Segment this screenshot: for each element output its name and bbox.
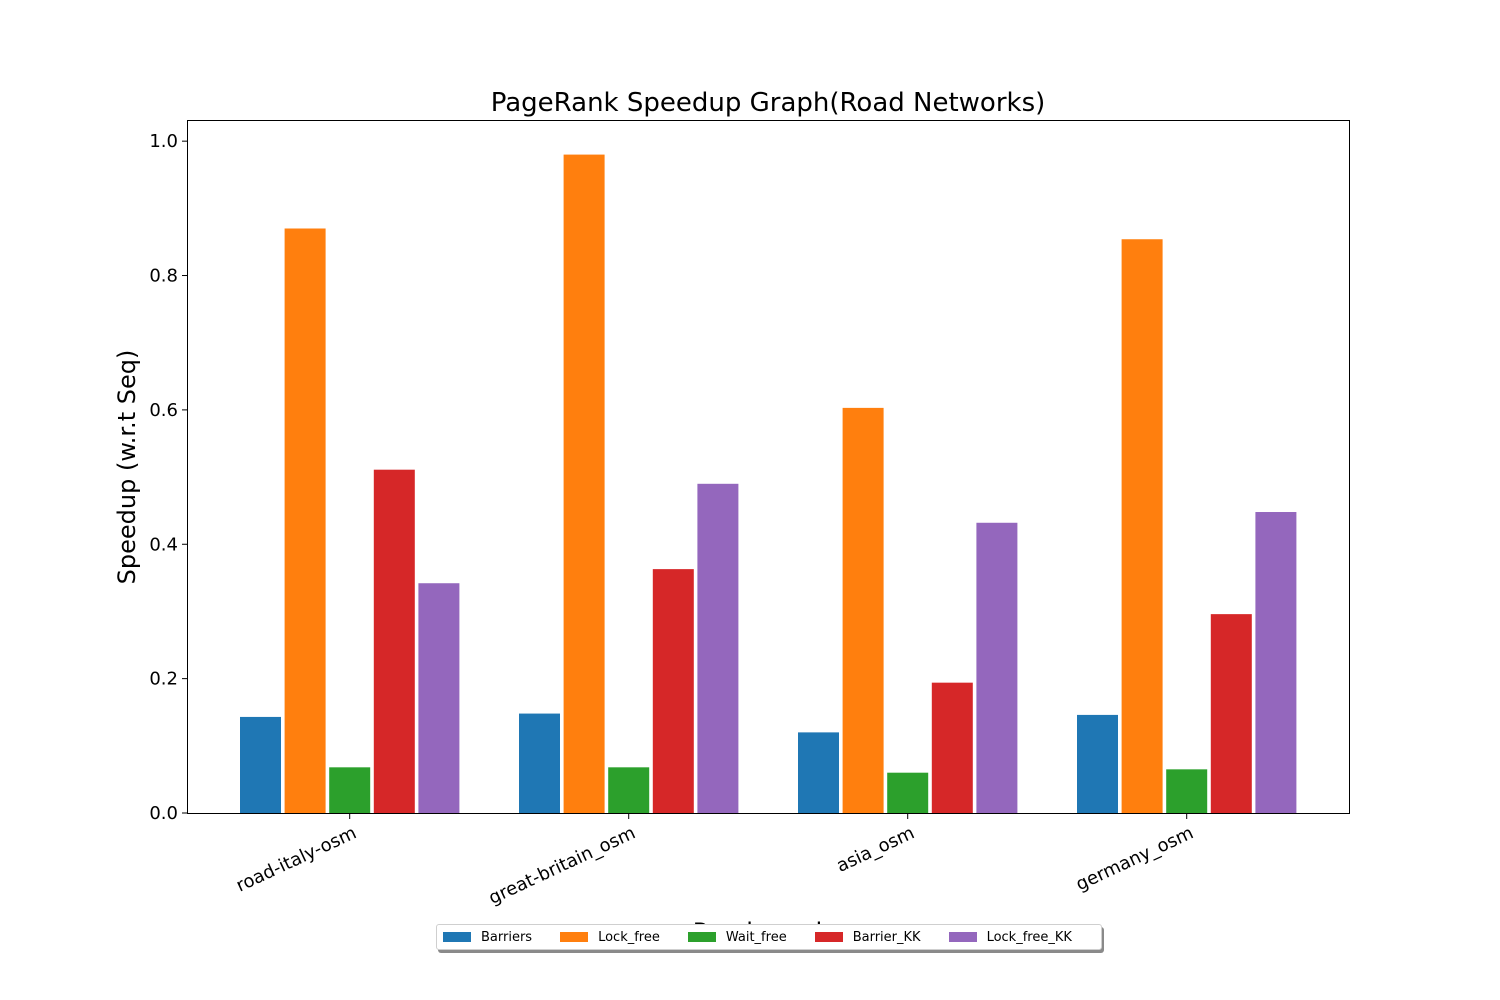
legend-label: Lock_free <box>598 929 660 945</box>
legend-item-barrier-kk: Barrier_KK <box>814 929 921 945</box>
legend-swatch <box>560 932 589 942</box>
legend-swatch <box>814 932 843 942</box>
y-axis-label: Speedup (w.r.t Seq) <box>113 350 141 585</box>
legend-item-barriers: Barriers <box>443 930 532 945</box>
bar-barrier-kk-road-italy-osm <box>373 469 415 813</box>
bar-barriers-great-britain-osm <box>519 713 560 813</box>
y-tick-label: 0.2 <box>149 669 178 690</box>
bar-barriers-asia-osm <box>798 732 839 813</box>
y-tick-label: 0.4 <box>149 534 178 555</box>
bar-lock-free-great-britain-osm <box>563 154 605 814</box>
legend-label: Wait_free <box>725 929 787 945</box>
bar-lock-free-road-italy-osm <box>284 228 326 814</box>
legend-swatch <box>687 932 716 942</box>
bar-barrier-kk-asia-osm <box>931 682 973 813</box>
legend-label: Barriers <box>481 929 533 945</box>
plot-frame <box>187 120 1350 814</box>
bar-lock-free-germany-osm <box>1121 239 1163 814</box>
y-tick-label: 1.0 <box>149 131 178 152</box>
legend-swatch <box>443 932 471 942</box>
bar-wait-free-germany-osm <box>1166 769 1208 813</box>
x-tick-label: asia_osm <box>833 822 917 876</box>
y-tick-label: 0.8 <box>149 266 178 287</box>
x-tick-label: germany_osm <box>1073 822 1197 895</box>
bar-lock-free-kk-road-italy-osm <box>418 583 460 813</box>
legend-label: Lock_free_KK <box>986 929 1072 945</box>
bar-lock-free-kk-germany-osm <box>1255 512 1297 813</box>
legend-item-lock-free-kk: Lock_free_KK <box>948 929 1072 945</box>
x-tick-label: road-italy-osm <box>233 822 360 896</box>
bar-wait-free-asia-osm <box>887 772 929 813</box>
chart-title: PageRank Speedup Graph(Road Networks) <box>491 88 1046 118</box>
bars-layer <box>240 154 1297 814</box>
y-tick-label: 0.0 <box>149 803 178 824</box>
legend: Barriers Lock_free Wait_free Barrier_KK Lock… <box>436 924 1102 950</box>
bar-lock-free-kk-great-britain-osm <box>697 483 739 813</box>
bar-lock-free-kk-asia-osm <box>976 522 1018 813</box>
bar-barrier-kk-great-britain-osm <box>652 569 694 813</box>
legend-item-wait-free: Wait_free <box>687 929 787 945</box>
x-tick-label: great-britain_osm <box>486 822 639 908</box>
bar-barriers-road-italy-osm <box>240 716 281 813</box>
bar-lock-free-asia-osm <box>842 407 884 813</box>
bar-wait-free-great-britain-osm <box>608 767 650 813</box>
legend-label: Barrier_KK <box>852 929 921 945</box>
y-tick-label: 0.6 <box>149 400 178 421</box>
bar-barriers-germany-osm <box>1077 714 1118 813</box>
legend-swatch <box>948 932 977 942</box>
legend-item-lock-free: Lock_free <box>560 930 660 945</box>
bar-wait-free-road-italy-osm <box>329 767 371 813</box>
bar-barrier-kk-germany-osm <box>1210 614 1252 813</box>
